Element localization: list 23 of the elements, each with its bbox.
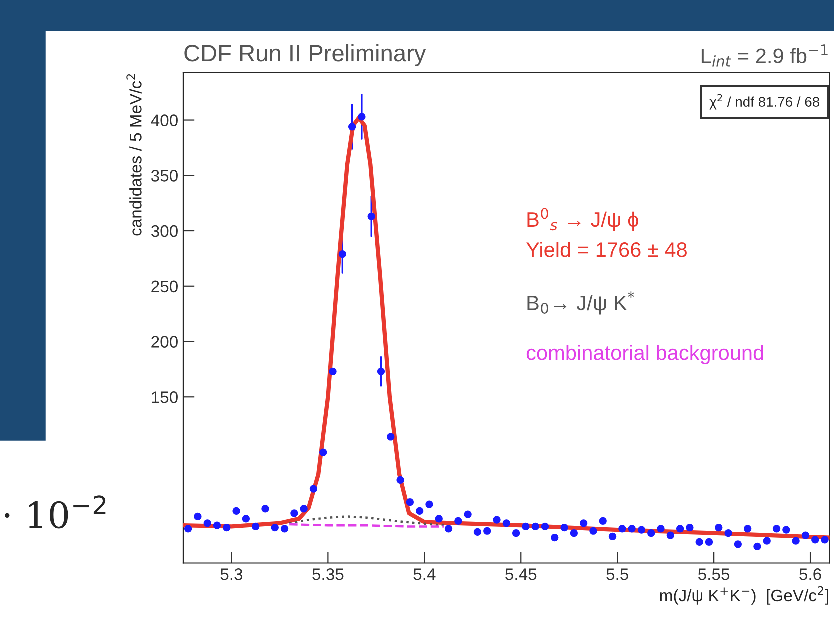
y-tick-label: 150: [152, 392, 178, 404]
text: L$_{int}$ = 2.9 fb$^{−1}$: [702, 44, 828, 67]
chart-title: CDF Run II Preliminary: [184, 44, 426, 66]
x-axis-title: m(J/ψ K$^{+}$K$^{−}$) [GeV/c$^{2}$]: [660, 586, 828, 605]
y-tick-label: 350: [151, 170, 178, 182]
y-tick-label: 300: [151, 225, 178, 238]
x-tick-label: 5.55: [698, 568, 730, 580]
y-tick-label: 200: [152, 336, 178, 348]
annotation: χ$^{2}$ / ndf 81.76 / 68: [710, 94, 820, 110]
x-tick-label: 5.5: [606, 568, 628, 580]
x-tick-label: 5.45: [506, 568, 537, 580]
x-tick-label: 5.3: [220, 568, 243, 580]
x-tick-label: 5.35: [312, 568, 344, 580]
annotation: Yield = 1766 ± 48: [526, 242, 687, 258]
y-axis-title: candidates / 5 MeV/c$^{2}$: [126, 74, 142, 236]
text: combinatorial background: [526, 345, 764, 364]
y-tick-label: 250: [152, 280, 178, 293]
y-tick-label: 400: [151, 114, 178, 126]
x-tick-label: 5.4: [414, 568, 436, 580]
x-tick-label: 5.6: [800, 568, 822, 580]
text: · 10$^{−2}$: [5, 496, 106, 529]
text: B$^{0}$$_{s}$ → J/ψ ϕ: [528, 208, 638, 232]
text: B$_{0}$→ J/ψ K$^{*}$: [528, 292, 634, 315]
